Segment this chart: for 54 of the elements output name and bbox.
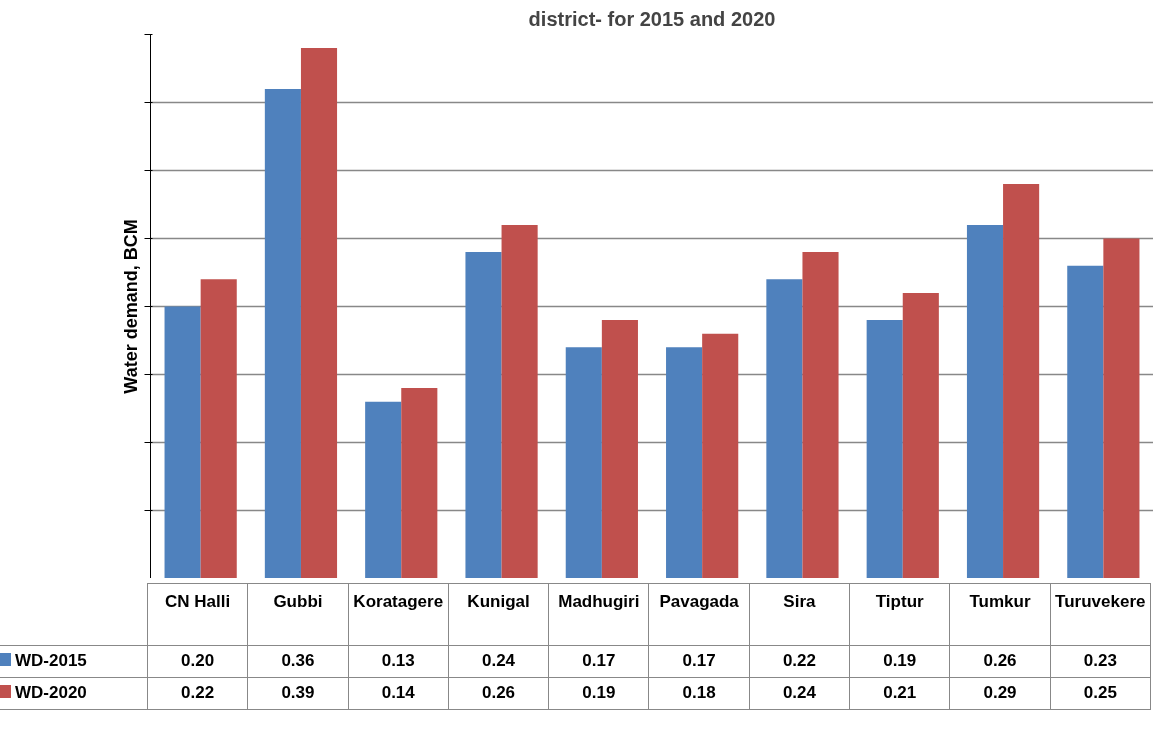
x-tick-label: Sira [749,583,850,646]
bar [365,401,402,578]
data-label: 0.17 [548,645,649,678]
data-label: 0.36 [247,645,349,678]
bar [1003,184,1040,578]
x-tick-label: Gubbi [247,583,349,646]
data-label: 0.19 [849,645,950,678]
bar [264,88,301,578]
data-label: 0.22 [147,677,248,710]
bar [766,279,803,578]
x-tick-label: Pavagada [648,583,750,646]
bar [300,48,338,578]
data-label: 0.18 [648,677,750,710]
legend-label: WD-2020 [0,677,148,710]
y-axis-title: Water demand, BCM [120,219,141,394]
data-label: 0.26 [448,677,549,710]
bar [1067,265,1104,578]
data-label: 0.39 [247,677,349,710]
bar [702,333,739,578]
x-tick-label: Turuvekere [1050,583,1151,646]
data-label: 0.20 [147,645,248,678]
x-tick-label: Madhugiri [548,583,649,646]
data-label: 0.23 [1050,645,1151,678]
bar [565,347,602,578]
data-label: 0.14 [348,677,449,710]
legend-label: WD-2015 [0,645,148,678]
bar [966,224,1004,578]
data-label: 0.25 [1050,677,1151,710]
data-label: 0.22 [749,645,850,678]
x-tick-label: CN Halli [147,583,248,646]
data-label: 0.24 [749,677,850,710]
chart-title: district- for 2015 and 2020 [528,7,776,30]
bar [601,320,638,578]
bar [401,388,438,578]
data-label: 0.29 [949,677,1051,710]
data-label: 0.21 [849,677,950,710]
bar [1103,238,1140,578]
data-label: 0.17 [648,645,750,678]
x-tick-label: Koratagere [348,583,449,646]
x-tick-label: Tumkur [949,583,1051,646]
x-tick-label: Tiptur [849,583,950,646]
data-label: 0.24 [448,645,549,678]
bar [866,320,903,578]
bar [200,279,237,578]
data-label: 0.19 [548,677,649,710]
bar [666,347,703,578]
data-label: 0.26 [949,645,1051,678]
bar [501,224,538,578]
bar [902,292,939,578]
data-label: 0.13 [348,645,449,678]
bar [164,306,201,578]
bar [802,252,839,578]
bar [465,252,502,578]
x-tick-label: Kunigal [448,583,549,646]
